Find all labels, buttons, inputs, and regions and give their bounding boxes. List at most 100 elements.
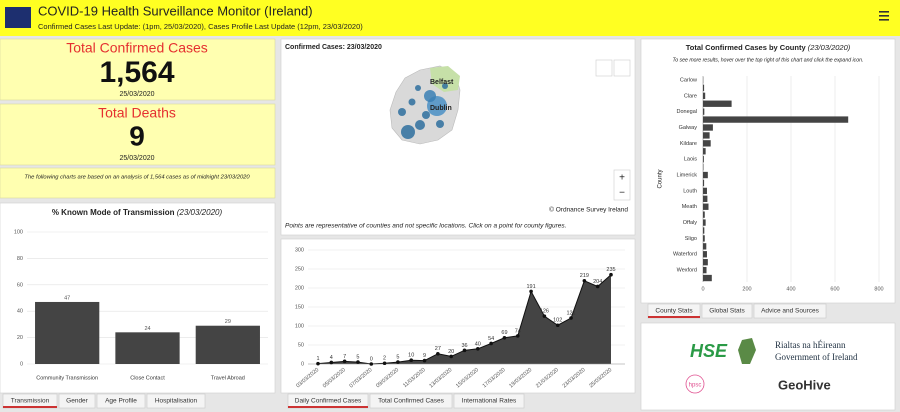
data-label: 126 — [540, 309, 549, 315]
x-tick-label: Travel Abroad — [211, 375, 245, 381]
menu-icon[interactable] — [879, 11, 889, 21]
tab-label[interactable]: Daily Confirmed Cases — [295, 398, 362, 405]
bar — [703, 203, 709, 210]
cases-date: 25/03/2020 — [119, 91, 154, 98]
bar — [703, 84, 705, 92]
header-bar — [0, 0, 900, 36]
tab-label[interactable]: Total Confirmed Cases — [378, 398, 444, 405]
cases-value: 1,564 — [99, 56, 174, 89]
bar — [703, 156, 704, 163]
point — [609, 272, 613, 277]
y-tick-label: Carlow — [680, 77, 697, 83]
tab[interactable] — [58, 393, 96, 409]
data-label: 2 — [383, 356, 386, 362]
tab-active — [3, 406, 57, 408]
data-label: 5 — [356, 355, 359, 361]
bar — [703, 179, 705, 187]
tabs-county: County Stats Global Stats Advice and Sou… — [647, 303, 827, 319]
logos-panel — [640, 322, 896, 411]
tab[interactable] — [701, 303, 753, 319]
map-shape — [389, 65, 461, 145]
bar — [703, 116, 849, 123]
data-label: 54 — [488, 336, 494, 342]
tab[interactable] — [146, 393, 206, 409]
logo-hse: HSE — [690, 341, 728, 361]
bar — [703, 171, 708, 179]
point — [515, 334, 520, 338]
y-tick-label: 40 — [17, 309, 23, 315]
bar — [195, 325, 260, 364]
tab-label[interactable]: County Stats — [655, 308, 693, 315]
x-tick-label: 800 — [874, 286, 883, 292]
y-tick-label: Donegal — [677, 109, 698, 115]
logo-gov-irish: Rialtas na hÉireann — [775, 340, 846, 350]
zoom-in[interactable]: + — [619, 173, 625, 184]
bar — [703, 148, 706, 155]
logo-geohive: GeoHive — [778, 377, 831, 392]
y-tick-label: Laois — [684, 157, 697, 163]
tab-label[interactable]: Gender — [66, 398, 89, 405]
tab-label[interactable]: Hospitalisation — [155, 398, 198, 405]
tab[interactable] — [753, 303, 827, 319]
bar — [703, 219, 706, 226]
data-label: 102 — [553, 318, 562, 324]
title-date: (23/03/2020) — [177, 208, 223, 217]
y-tick-label: 20 — [17, 335, 23, 341]
y-tick-label: Kildare — [680, 141, 697, 147]
bar — [703, 227, 705, 234]
bar — [703, 274, 712, 282]
data-label: 204 — [593, 279, 602, 285]
point — [542, 314, 547, 318]
point — [582, 278, 587, 283]
logo-gov-english: Government of Ireland — [775, 352, 858, 362]
point — [422, 358, 427, 363]
bar — [703, 235, 705, 242]
y-tick-label: 80 — [17, 256, 23, 262]
list-button[interactable] — [613, 59, 631, 77]
data-label: 24 — [144, 326, 150, 332]
y-tick-label: Limerick — [677, 172, 698, 178]
chart-title: % Known Mode of Transmission (23/03/2020… — [52, 208, 223, 217]
home-button[interactable] — [595, 59, 613, 77]
x-tick-label: Close Contact — [130, 375, 165, 381]
tab[interactable] — [96, 393, 146, 409]
logo — [5, 7, 31, 28]
note: The following charts are based on an ana… — [24, 175, 250, 181]
title-text: % Known Mode of Transmission — [52, 208, 175, 217]
y-tick-label: Sligo — [685, 236, 697, 242]
point — [476, 347, 480, 351]
point — [529, 289, 533, 294]
chart-subtitle: To see more results, hover over the top … — [673, 57, 864, 63]
tab-label[interactable]: Transmission — [11, 398, 50, 405]
tab-active — [288, 406, 368, 408]
title-date: (23/03/2020) — [808, 43, 851, 52]
point — [502, 335, 507, 340]
bar — [703, 243, 707, 250]
y-tick-label: 250 — [295, 266, 304, 272]
transmission-panel — [0, 202, 276, 394]
tab-label[interactable]: Age Profile — [105, 398, 137, 405]
tab-label[interactable]: Global Stats — [709, 308, 745, 315]
y-tick-label: 150 — [295, 304, 304, 310]
y-tick-label: Louth — [683, 188, 697, 194]
data-label: 121 — [566, 310, 575, 316]
tab[interactable] — [453, 393, 525, 409]
data-label: 29 — [225, 319, 231, 325]
point — [569, 316, 573, 320]
zoom-out[interactable]: − — [619, 188, 625, 199]
data-label: 7 — [343, 354, 346, 360]
data-label: 9 — [423, 353, 426, 359]
bar — [115, 332, 180, 364]
y-tick-label: 300 — [295, 247, 304, 253]
map-title: Confirmed Cases: 23/03/2020 — [285, 44, 382, 51]
bar — [703, 92, 706, 99]
tabs-daily: Daily Confirmed Cases Total Confirmed Ca… — [287, 393, 525, 409]
tab[interactable] — [369, 393, 453, 409]
bar — [703, 195, 708, 202]
tab-label[interactable]: Advice and Sources — [761, 308, 820, 315]
cases-panel — [0, 38, 276, 101]
x-tick-label: 600 — [830, 286, 839, 292]
tab-label[interactable]: International Rates — [462, 398, 517, 405]
zoom-buttons[interactable] — [613, 169, 631, 201]
point — [489, 341, 493, 346]
